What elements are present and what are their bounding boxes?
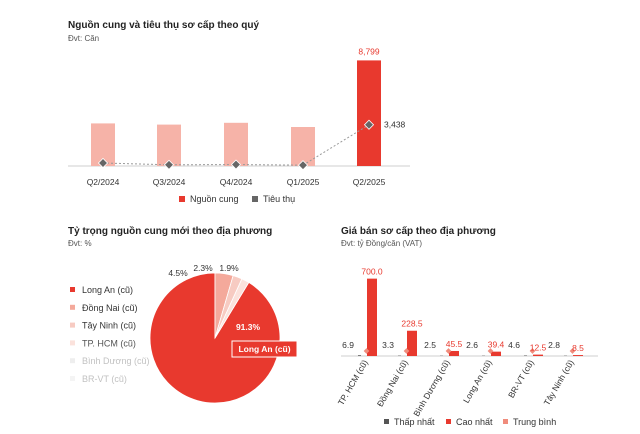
chart1-data-labels: 8,799 3,438 xyxy=(358,46,405,129)
legend-label: Thấp nhất xyxy=(394,417,435,427)
highest-bar xyxy=(449,350,459,356)
lowest-value-label: 2.5 xyxy=(424,340,436,350)
x-tick-label: BR-VT (cũ) xyxy=(506,358,536,400)
lowest-value-label: 3.3 xyxy=(382,340,394,350)
highest-bar xyxy=(407,330,417,356)
pie-legend-label: Đồng Nai (cũ) xyxy=(82,303,138,313)
x-tick-label: Q3/2024 xyxy=(153,177,186,187)
price-by-province-chart: Giá bán sơ cấp theo địa phương Đvt: tỷ Đ… xyxy=(336,225,598,427)
x-tick-label: Bình Dương (cũ) xyxy=(411,358,452,418)
highest-bar xyxy=(573,355,583,356)
legend-label-absorption: Tiêu thụ xyxy=(263,194,295,204)
highest-bar xyxy=(533,354,543,356)
average-marker xyxy=(445,348,452,354)
chart2-legend: Long An (cũ) Đồng Nai (cũ) Tây Ninh (cũ) TP… xyxy=(70,285,149,384)
chart1-title: Nguồn cung và tiêu thụ sơ cấp theo quý xyxy=(68,19,259,31)
pie-legend-swatch xyxy=(70,322,75,328)
supply-value-label: 8,799 xyxy=(358,46,380,56)
chart2-title: Tỷ trọng nguồn cung mới theo địa phương xyxy=(68,225,272,237)
legend-swatch xyxy=(446,419,451,424)
quarterly-supply-chart: Nguồn cung và tiêu thụ sơ cấp theo quý Đ… xyxy=(68,19,410,204)
absorption-point xyxy=(230,159,242,170)
pie-value-label: 91.3% xyxy=(236,322,261,332)
lowest-bar xyxy=(524,355,527,356)
chart3-legend: Thấp nhất Cao nhất Trung bình xyxy=(384,417,556,427)
legend-label: Cao nhất xyxy=(456,417,493,427)
lowest-value-label: 2.6 xyxy=(466,340,478,350)
pie-value-label: 2.3% xyxy=(193,263,213,273)
chart1-x-ticks: Q2/2024 Q3/2024 Q4/2024 Q1/2025 Q2/2025 xyxy=(87,177,386,187)
highest-value-label: 45.5 xyxy=(446,339,463,349)
supply-bar xyxy=(291,127,315,166)
chart3-bars xyxy=(358,278,583,356)
pie-legend-label: TP. HCM (cũ) xyxy=(82,338,136,348)
legend-label: Trung bình xyxy=(513,417,556,427)
supply-bar xyxy=(224,122,248,166)
x-tick-label: Đồng Nai (cũ) xyxy=(375,358,410,409)
x-tick-label: Q2/2024 xyxy=(87,177,120,187)
chart1-unit: Đvt: Căn xyxy=(68,34,99,43)
absorption-point xyxy=(97,157,109,169)
average-marker xyxy=(569,348,576,354)
pie-slice xyxy=(214,278,250,339)
highest-bar xyxy=(367,278,377,356)
chart3-title: Giá bán sơ cấp theo địa phương xyxy=(341,225,496,237)
chart1-absorption-line xyxy=(97,119,375,171)
chart2-pie xyxy=(149,272,281,404)
x-tick-label: Q2/2025 xyxy=(353,177,386,187)
chart2-value-labels: 91.3% 4.5% 2.3% 1.9% Long An (cũ) xyxy=(168,263,298,358)
pie-value-label: 4.5% xyxy=(168,268,188,278)
highest-bar xyxy=(491,351,501,356)
chart1-bars xyxy=(91,60,381,166)
average-marker xyxy=(529,348,536,354)
chart3-data-labels: 6.9 700.0 3.3 228.5 2.5 45.5 2.6 39.4 4.6 12.5 2.8… xyxy=(342,267,584,353)
chart2-unit: Đvt: % xyxy=(68,239,92,248)
pie-legend-swatch xyxy=(70,376,75,381)
highest-value-label: 8.5 xyxy=(572,343,584,353)
pie-legend-swatch xyxy=(70,287,75,292)
supply-share-pie-chart: Tỷ trọng nguồn cung mới theo địa phương … xyxy=(68,225,298,404)
highest-value-label: 228.5 xyxy=(401,319,423,329)
pie-legend-swatch xyxy=(70,358,75,364)
legend-swatch xyxy=(503,419,508,424)
x-tick-label: Q4/2024 xyxy=(220,177,253,187)
pie-legend-label: Bình Dương (cũ) xyxy=(82,356,149,366)
legend-swatch xyxy=(384,419,389,424)
pie-legend-label: BR-VT (cũ) xyxy=(82,374,127,384)
x-tick-label: Long An (cũ) xyxy=(461,358,494,405)
average-marker xyxy=(363,348,370,354)
pie-legend-swatch xyxy=(70,340,75,346)
x-tick-label: Tây Ninh (cũ) xyxy=(542,358,576,407)
supply-bar xyxy=(157,124,181,166)
absorption-point xyxy=(297,160,309,171)
pie-legend-label: Long An (cũ) xyxy=(82,285,133,295)
average-marker xyxy=(487,348,494,354)
absorption-value-label: 3,438 xyxy=(384,120,406,130)
lowest-value-label: 4.6 xyxy=(508,340,520,350)
pie-callout-label: Long An (cũ) xyxy=(238,344,290,354)
absorption-point xyxy=(363,119,375,130)
legend-label-supply: Nguồn cung xyxy=(190,194,239,204)
highest-value-label: 39.4 xyxy=(488,340,505,350)
chart3-x-ticks: TP. HCM (cũ) Đồng Nai (cũ) Bình Dương (cũ)… xyxy=(336,358,576,418)
supply-bar xyxy=(357,60,381,166)
highest-value-label: 700.0 xyxy=(361,267,383,277)
lowest-value-label: 2.8 xyxy=(548,340,560,350)
chart3-unit: Đvt: tỷ Đồng/căn (VAT) xyxy=(341,239,422,248)
x-tick-label: Q1/2025 xyxy=(287,177,320,187)
lowest-bar xyxy=(358,355,361,356)
pie-callout-box xyxy=(231,340,298,358)
x-tick-label: TP. HCM (cũ) xyxy=(336,358,370,407)
average-marker xyxy=(403,348,410,354)
pie-value-label: 1.9% xyxy=(219,263,239,273)
absorption-point xyxy=(163,159,175,170)
legend-swatch-supply xyxy=(179,196,185,202)
pie-legend-label: Tây Ninh (cũ) xyxy=(82,321,136,331)
highest-value-label: 12.5 xyxy=(530,343,547,353)
lowest-value-label: 6.9 xyxy=(342,340,354,350)
legend-swatch-absorption xyxy=(252,196,258,202)
chart1-legend: Nguồn cung Tiêu thụ xyxy=(179,194,295,204)
pie-legend-swatch xyxy=(70,304,75,310)
